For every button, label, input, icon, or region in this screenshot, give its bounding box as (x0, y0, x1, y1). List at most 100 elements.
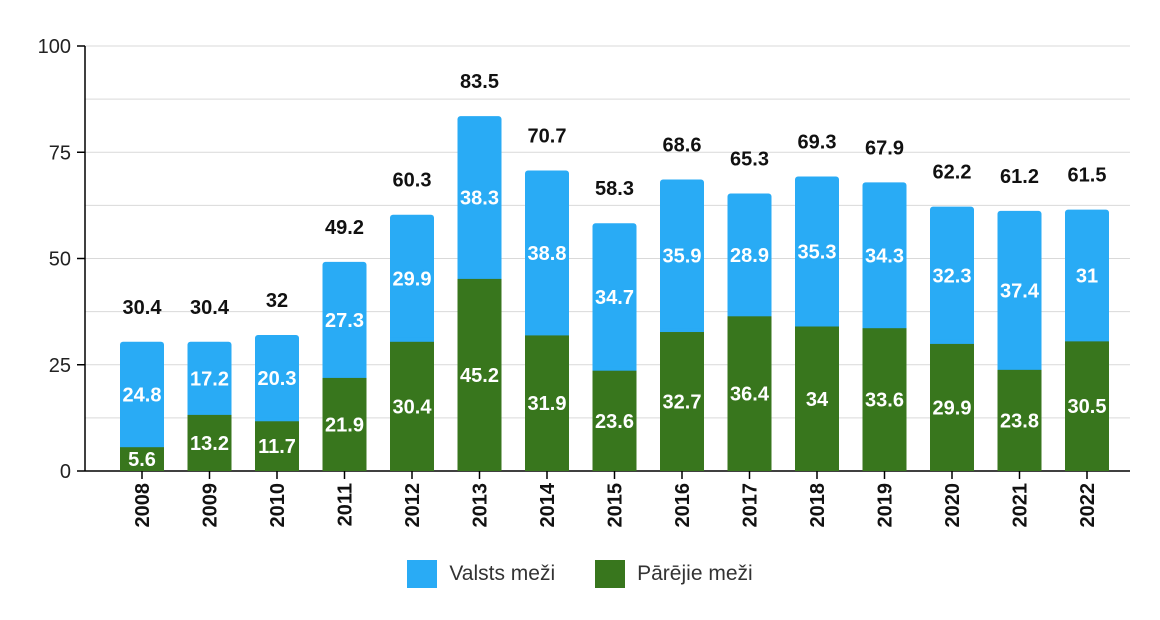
value-label-valsts: 28.9 (730, 245, 769, 267)
value-label-pareji: 31.9 (528, 393, 567, 415)
y-tick-label: 25 (49, 355, 71, 377)
bar-segment-valsts (390, 214, 434, 344)
legend-item-pareji: Pārējie meži (595, 560, 753, 588)
x-tick-label: 2008 (132, 483, 154, 528)
value-label-valsts: 35.3 (798, 241, 837, 263)
x-tick-label: 2010 (267, 483, 289, 528)
total-label: 58.3 (595, 178, 634, 200)
x-tick-label: 2022 (1077, 483, 1099, 528)
value-label-pareji: 11.7 (258, 436, 296, 458)
bar-segment-valsts (862, 182, 907, 331)
value-label-pareji: 30.5 (1068, 396, 1107, 418)
value-label-valsts: 37.4 (1000, 280, 1040, 302)
x-tick-label: 2012 (402, 483, 424, 528)
bar-segment-valsts-base (862, 324, 907, 329)
total-label: 30.4 (190, 297, 230, 319)
bar-segment-valsts-base (390, 337, 434, 342)
total-label: 65.3 (730, 148, 769, 170)
bar-segment-pareji-overlay (1065, 341, 1109, 471)
bar-segment-pareji-overlay (390, 341, 434, 471)
total-label: 49.2 (325, 217, 364, 239)
bar-segment-valsts (322, 261, 367, 380)
value-label-valsts: 31 (1076, 266, 1098, 288)
bar-segment-valsts-base (255, 417, 299, 422)
x-tick-label: 2021 (1010, 483, 1032, 528)
bar-segment-valsts (727, 193, 772, 319)
value-label-valsts: 34.3 (865, 245, 904, 267)
bar-segment-valsts (795, 176, 839, 329)
value-label-pareji: 21.9 (325, 414, 364, 436)
bar-segment-valsts-base (997, 365, 1042, 370)
value-label-pareji: 45.2 (460, 365, 499, 387)
bar-segment-valsts-base (727, 312, 772, 317)
y-tick-label: 100 (38, 36, 71, 58)
bar-segment-pareji-overlay (255, 421, 299, 471)
value-label-pareji: 29.9 (933, 397, 972, 419)
y-tick-label: 0 (60, 461, 71, 483)
bar-segment-pareji-overlay (525, 335, 569, 471)
bar-segment-valsts-base (930, 339, 974, 344)
x-tick-label: 2015 (605, 483, 627, 528)
value-label-pareji: 30.4 (393, 396, 433, 418)
value-label-valsts: 35.9 (663, 246, 702, 268)
value-label-pareji: 33.6 (865, 390, 904, 412)
bar-segment-pareji-overlay (727, 316, 772, 471)
bar-segment-valsts-base (795, 322, 839, 327)
x-tick-label: 2009 (200, 483, 222, 528)
bar-segment-valsts (997, 210, 1042, 372)
bar-segment-pareji-overlay (187, 414, 232, 471)
stacked-bar-chart: 0 25 50 75 100 5.6 24.8 30.4 2008 13.2 17.2 30.4 200… (38, 36, 1130, 528)
bar-segment-valsts-base (120, 443, 164, 448)
x-tick-label: 2016 (672, 483, 694, 528)
legend-swatch-valsts (407, 560, 438, 588)
bar-segment-pareji-overlay (930, 343, 974, 471)
bar-segment-pareji-overlay (120, 447, 164, 471)
bar-segment-valsts (1065, 209, 1109, 344)
value-label-valsts: 20.3 (258, 368, 297, 390)
value-label-valsts: 29.9 (393, 268, 432, 290)
bar-segment-pareji-overlay (322, 377, 367, 471)
bar-segment-valsts-base (592, 366, 637, 371)
bar-segment-valsts-base (525, 331, 569, 336)
x-tick-label: 2018 (807, 483, 829, 528)
total-label: 61.2 (1000, 166, 1039, 188)
value-label-pareji: 13.2 (190, 433, 229, 455)
value-label-valsts: 32.3 (933, 265, 972, 287)
x-tick-label: 2014 (537, 482, 559, 527)
bar-segment-valsts-base (457, 274, 502, 279)
bar-segment-valsts-base (187, 410, 232, 415)
bar-segment-valsts (187, 341, 232, 417)
total-label: 61.5 (1068, 165, 1107, 187)
value-label-pareji: 5.6 (128, 449, 156, 471)
bar-segment-valsts (592, 223, 637, 373)
y-tick-label: 75 (49, 142, 71, 164)
x-tick-label: 2017 (740, 483, 762, 528)
value-label-pareji: 23.8 (1000, 410, 1039, 432)
bar-segment-valsts (255, 335, 299, 424)
total-label: 70.7 (528, 126, 567, 148)
total-label: 32 (266, 290, 288, 312)
bar-segment-pareji-overlay (457, 278, 502, 471)
x-tick-label: 2019 (875, 483, 897, 528)
value-label-valsts: 24.8 (123, 385, 162, 407)
bar-segment-valsts (525, 170, 569, 338)
value-label-valsts: 34.7 (595, 287, 634, 309)
value-label-valsts: 17.2 (190, 368, 229, 390)
bar-segment-pareji-overlay (660, 332, 704, 471)
total-label: 30.4 (123, 297, 163, 319)
total-label: 69.3 (798, 131, 837, 153)
total-label: 67.9 (865, 137, 904, 159)
bar-segment-pareji-overlay (862, 328, 907, 471)
bar-segment-valsts-base (660, 328, 704, 333)
chart-legend: Valsts meži Pārējie meži (0, 560, 1160, 588)
bar-segment-valsts (930, 206, 974, 346)
value-label-valsts: 27.3 (325, 310, 364, 332)
bar-segment-valsts-base (1065, 337, 1109, 342)
bar-segment-pareji-overlay (997, 369, 1042, 471)
x-tick-label: 2020 (942, 483, 964, 528)
bar-segment-valsts-base (322, 373, 367, 378)
legend-label-valsts: Valsts meži (449, 562, 556, 585)
total-label: 62.2 (933, 162, 972, 184)
bar-segment-valsts (457, 116, 502, 281)
